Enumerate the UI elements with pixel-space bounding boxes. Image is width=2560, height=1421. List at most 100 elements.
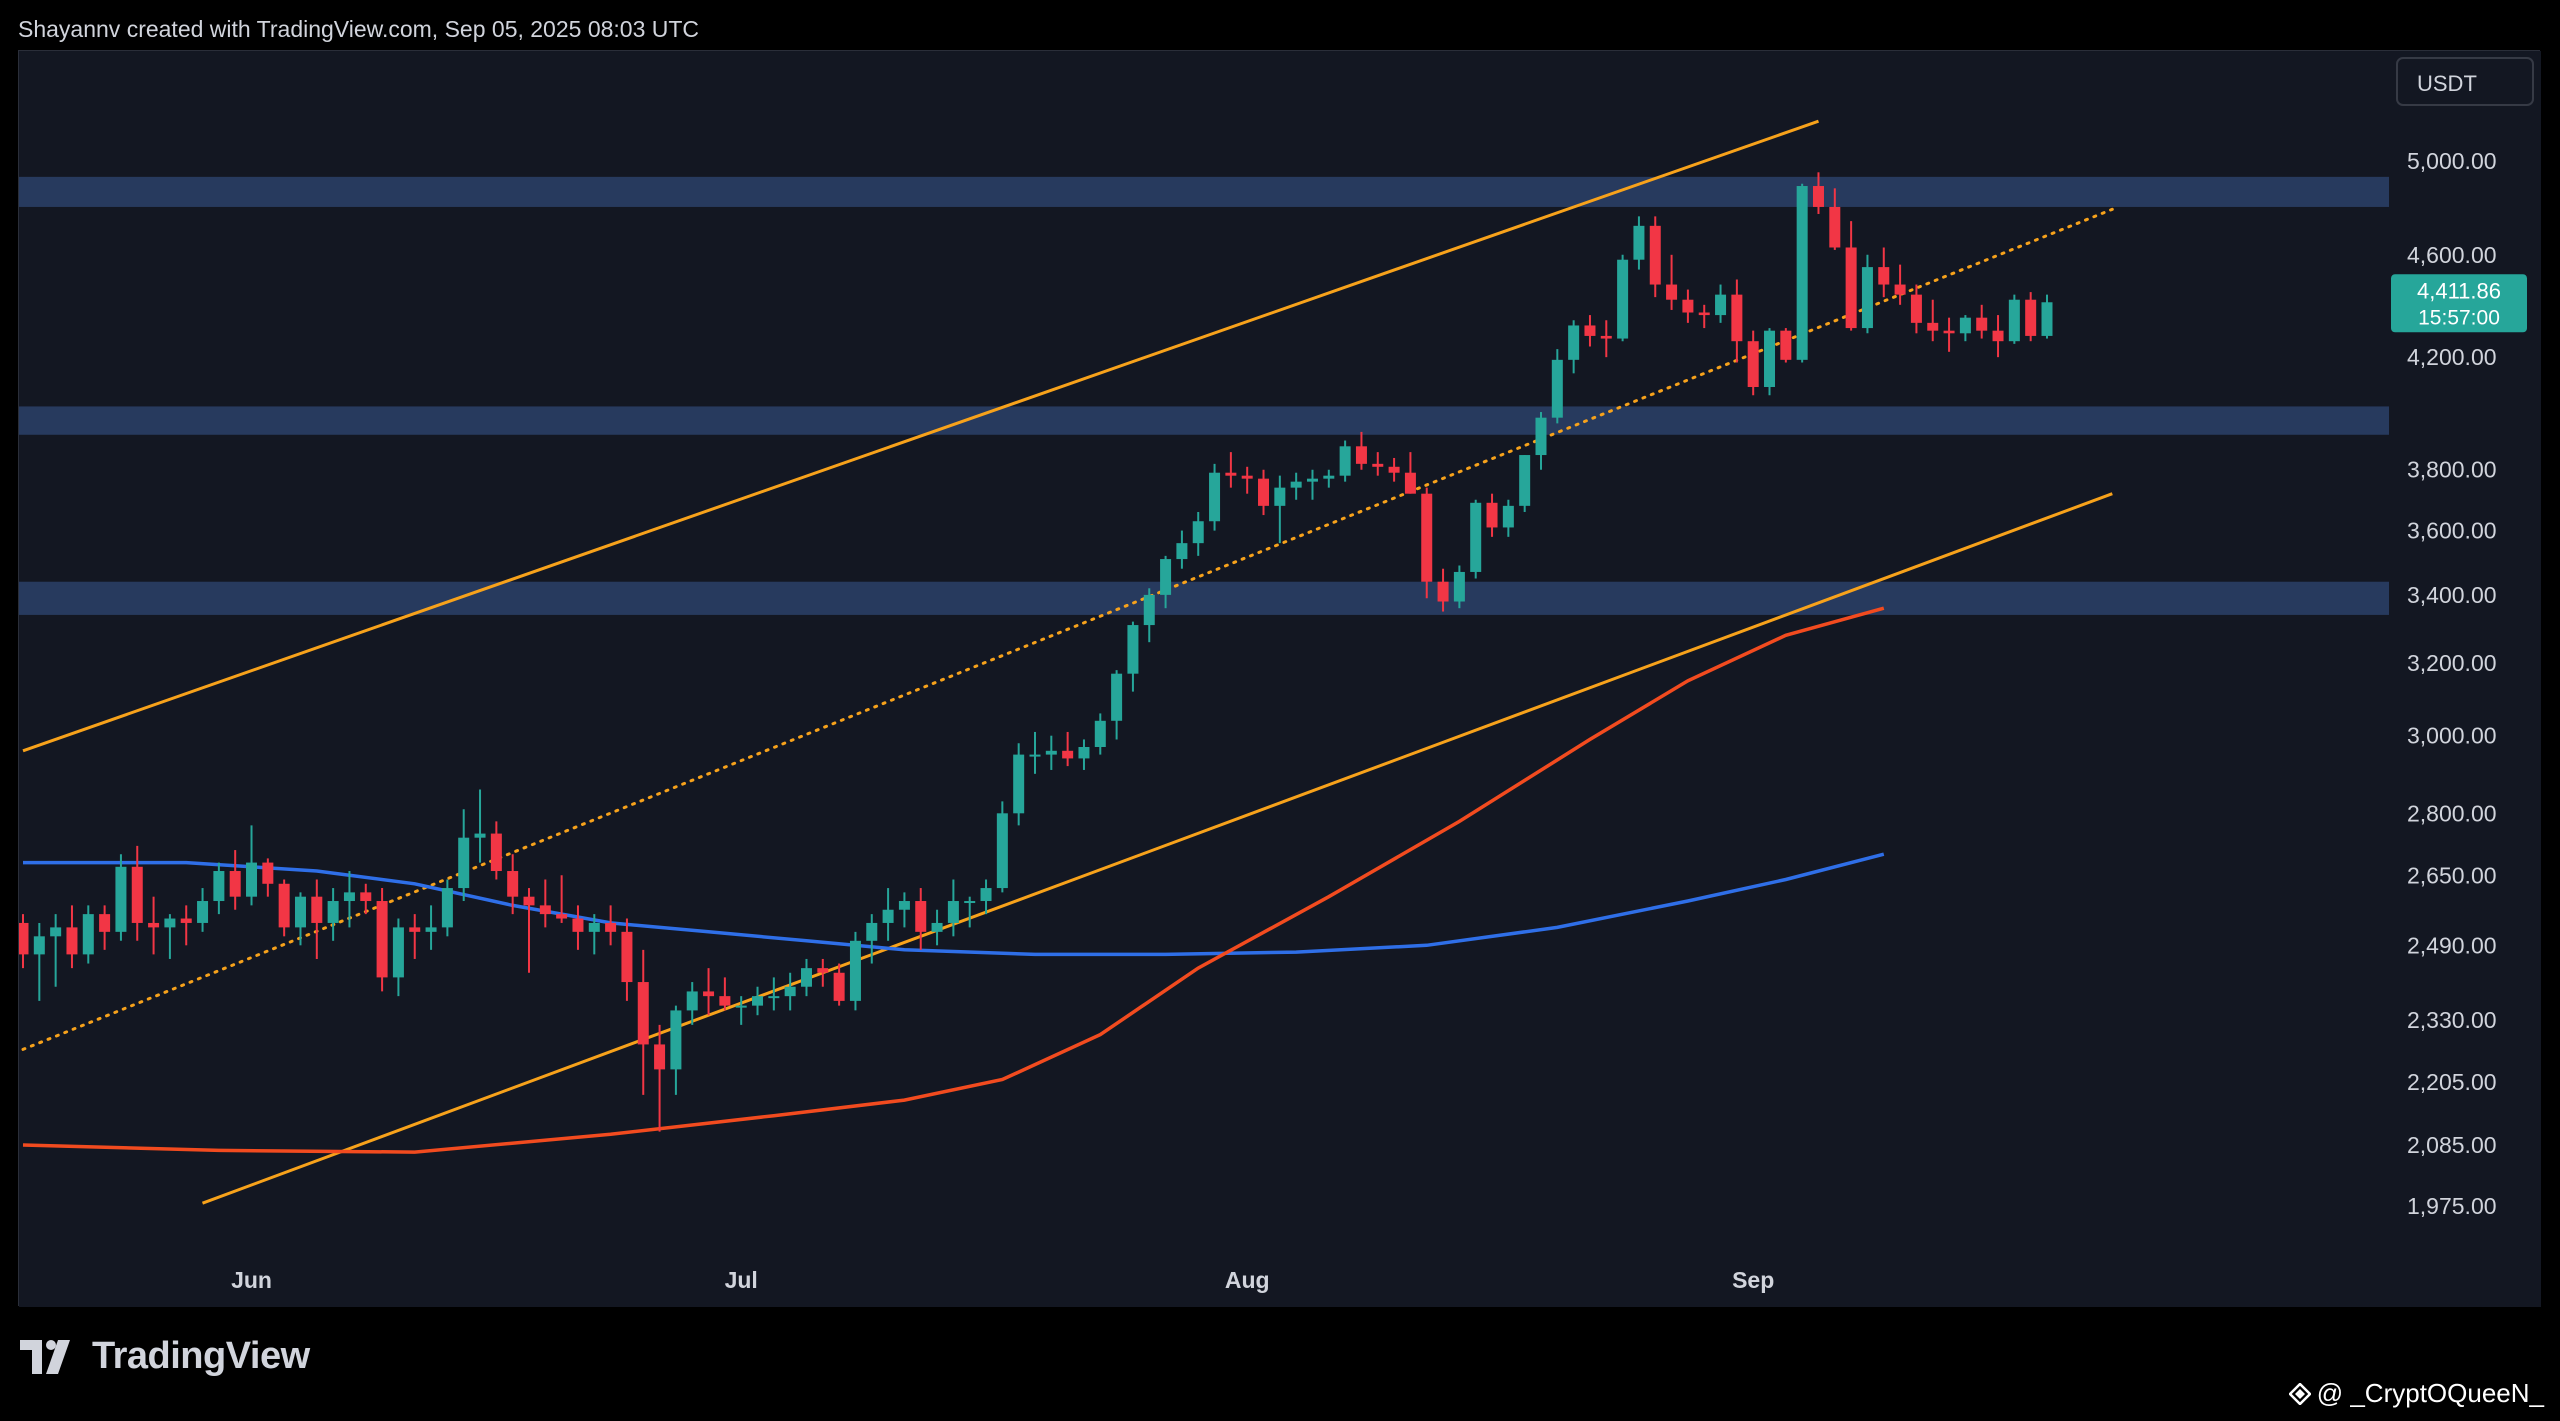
candle-body bbox=[1306, 478, 1318, 482]
candle-body bbox=[115, 866, 127, 932]
time-axis-label: Jun bbox=[231, 1267, 272, 1293]
candlestick-chart[interactable]: 5,000.00 4,600.00 4,200.00 3,800.00 3,600.00… bbox=[19, 51, 2541, 1307]
candle-body bbox=[311, 896, 323, 923]
channel-midline bbox=[21, 207, 2114, 1051]
candle-body bbox=[82, 914, 94, 955]
candle-body bbox=[768, 996, 780, 999]
author-watermark: @ _CryptOQueeN_ bbox=[2288, 1378, 2544, 1409]
price-tick-label: 1,975.00 bbox=[2407, 1193, 2497, 1219]
candle-body bbox=[1486, 502, 1498, 528]
candle-body bbox=[409, 927, 421, 932]
candle-body bbox=[1290, 481, 1302, 488]
candle-body bbox=[343, 892, 355, 902]
candle-body bbox=[294, 896, 306, 928]
candle-body bbox=[1078, 746, 1090, 759]
candle-body bbox=[262, 862, 274, 884]
watermark-text: @ _CryptOQueeN_ bbox=[2316, 1378, 2544, 1408]
candle-body bbox=[1959, 317, 1971, 334]
candle-body bbox=[1976, 317, 1988, 331]
candle-body bbox=[213, 871, 225, 902]
candle-body bbox=[1584, 325, 1596, 336]
candle-body bbox=[1143, 594, 1155, 626]
candle-body bbox=[784, 986, 796, 997]
candle-body bbox=[1241, 475, 1253, 479]
current-price-label: 4,411.86 bbox=[2417, 278, 2501, 303]
chart-attribution: Shayannv created with TradingView.com, S… bbox=[18, 16, 700, 42]
candle-body bbox=[1747, 341, 1759, 388]
candle-body bbox=[1812, 186, 1824, 207]
candle-body bbox=[1600, 335, 1612, 339]
price-tick-label: 3,000.00 bbox=[2407, 723, 2497, 749]
candle-body bbox=[898, 901, 910, 910]
price-tick-label: 2,330.00 bbox=[2407, 1007, 2497, 1033]
candle-body bbox=[1715, 294, 1727, 316]
moving-average-fast bbox=[22, 606, 1885, 1154]
candle-body bbox=[637, 982, 649, 1045]
candle-body bbox=[1502, 505, 1514, 528]
candle-body bbox=[148, 922, 160, 928]
candle-body bbox=[1943, 330, 1955, 334]
candle-body bbox=[99, 914, 111, 932]
candle-body bbox=[1649, 225, 1661, 285]
tradingview-logo-icon bbox=[20, 1339, 70, 1374]
candle-body bbox=[621, 931, 633, 983]
candle-body bbox=[1910, 294, 1922, 323]
price-tick-label: 3,800.00 bbox=[2407, 457, 2497, 483]
candle-body bbox=[197, 901, 209, 923]
candle-body bbox=[1209, 472, 1221, 522]
currency-selector[interactable] bbox=[2396, 57, 2534, 106]
price-tick-label: 3,400.00 bbox=[2407, 582, 2497, 608]
candle-body bbox=[66, 927, 78, 955]
candle-body bbox=[1013, 754, 1025, 814]
candle-body bbox=[1176, 543, 1188, 560]
candle-body bbox=[556, 914, 568, 919]
candle-body bbox=[164, 918, 176, 928]
candle-body bbox=[1094, 720, 1106, 747]
candle-body bbox=[1274, 487, 1286, 506]
chart-panel[interactable]: 5,000.00 4,600.00 4,200.00 3,800.00 3,600.00… bbox=[18, 50, 2541, 1307]
candle-body bbox=[376, 901, 388, 978]
candle-body bbox=[849, 940, 861, 1001]
brand-name: TradingView bbox=[92, 1335, 310, 1377]
candle-body bbox=[833, 972, 845, 1001]
candle-body bbox=[654, 1044, 666, 1070]
candle-body bbox=[1845, 247, 1857, 329]
time-axis-label: Aug bbox=[1225, 1267, 1270, 1293]
candle-body bbox=[523, 896, 535, 906]
candle-body bbox=[229, 871, 241, 897]
candle-body bbox=[572, 918, 584, 932]
candle-body bbox=[817, 968, 829, 973]
price-tick-label: 2,490.00 bbox=[2407, 932, 2497, 958]
candle-body bbox=[2041, 302, 2053, 336]
candle-body bbox=[1470, 502, 1482, 572]
current-price-tag bbox=[2391, 274, 2527, 333]
candle-body bbox=[458, 837, 470, 889]
candle-body bbox=[33, 936, 45, 955]
candle-body bbox=[246, 862, 258, 897]
support-resistance-zone bbox=[19, 406, 2389, 435]
candle-body bbox=[1225, 472, 1237, 476]
candle-body bbox=[670, 1010, 682, 1070]
time-axis-label: Jul bbox=[725, 1267, 758, 1293]
candle-body bbox=[180, 918, 192, 923]
candle-body bbox=[1323, 475, 1335, 479]
candle-body bbox=[1111, 673, 1123, 721]
candle-body bbox=[507, 871, 519, 897]
candle-body bbox=[1453, 571, 1465, 602]
candle-body bbox=[1698, 312, 1710, 316]
candle-body bbox=[441, 888, 453, 928]
candle-body bbox=[1894, 284, 1906, 295]
chart-background bbox=[19, 51, 2541, 1307]
candle-body bbox=[1437, 581, 1449, 602]
candle-body bbox=[1339, 446, 1351, 476]
support-resistance-zone bbox=[19, 176, 2389, 207]
candle-body bbox=[1861, 267, 1873, 329]
currency-label: USDT bbox=[2417, 71, 2477, 96]
candle-body bbox=[1355, 446, 1367, 464]
candle-body bbox=[1731, 294, 1743, 342]
candle-body bbox=[1568, 325, 1580, 360]
candle-body bbox=[735, 1005, 747, 1008]
candle-body bbox=[1421, 493, 1433, 582]
candle-body bbox=[605, 922, 617, 932]
candle-body bbox=[1551, 359, 1563, 418]
